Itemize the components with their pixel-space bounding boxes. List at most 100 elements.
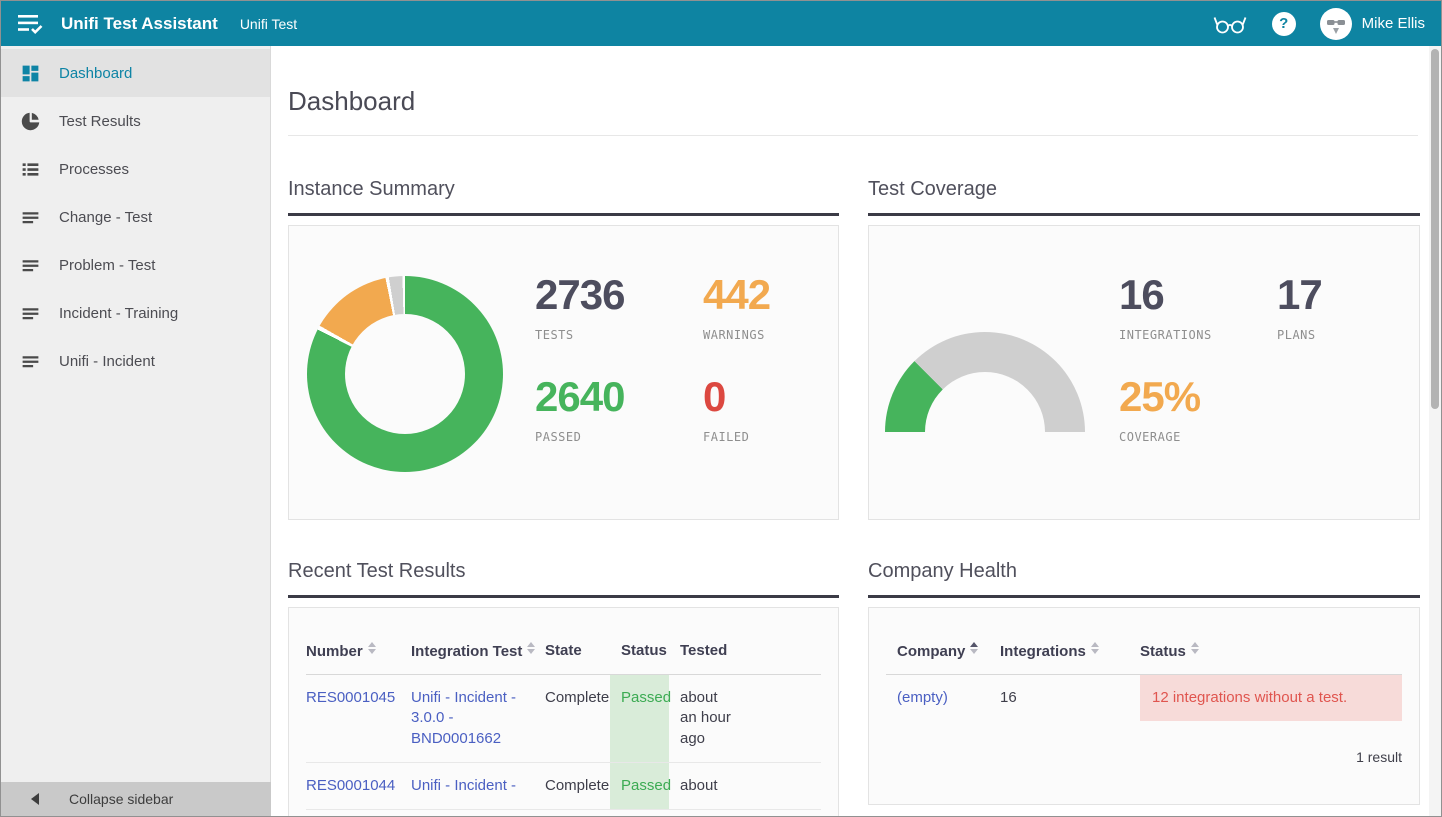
- health-status-badge: 12 integrations without a test.: [1140, 675, 1402, 722]
- sort-icon-asc: [970, 642, 978, 654]
- col-header-status[interactable]: Status: [610, 642, 669, 675]
- col-header-state[interactable]: State: [545, 642, 610, 675]
- stat-integrations: 16 INTEGRATIONS: [1119, 272, 1277, 342]
- col-header-integration-test[interactable]: Integration Test: [411, 642, 545, 675]
- table-row: (empty) 16 12 integrations without a tes…: [886, 675, 1402, 722]
- state-cell: Complete: [545, 675, 610, 763]
- stat-warnings-value: 442: [703, 272, 770, 318]
- stat-coverage-value: 25%: [1119, 374, 1277, 420]
- stat-warnings-label: WARNINGS: [703, 328, 770, 342]
- collapse-sidebar-button[interactable]: Collapse sidebar: [1, 782, 271, 816]
- col-label: Status: [621, 642, 667, 659]
- integration-test-link[interactable]: Unifi - Incident - 3.0.0 - BND0001662: [411, 689, 516, 747]
- recent-test-results-card: Number Integration Test State Status Tes…: [288, 607, 839, 816]
- stat-integrations-label: INTEGRATIONS: [1119, 328, 1277, 342]
- col-header-number[interactable]: Number: [306, 642, 411, 675]
- col-header-status[interactable]: Status: [1140, 642, 1402, 675]
- stat-plans-value: 17: [1277, 272, 1322, 318]
- collapse-arrow-icon: [31, 793, 39, 805]
- sidebar-item-label: Change - Test: [59, 209, 152, 226]
- test-coverage-section: Test Coverage 16 INTEGRATIONS 17 PLANS 2…: [868, 178, 1420, 520]
- scrollbar-thumb[interactable]: [1431, 49, 1439, 409]
- page-title: Dashboard: [288, 86, 1418, 117]
- user-name: Mike Ellis: [1362, 15, 1425, 32]
- result-number-link[interactable]: RES0001045: [306, 689, 395, 706]
- stat-warnings: 442 WARNINGS: [703, 272, 770, 342]
- list-icon: [20, 159, 41, 180]
- tests-donut-chart: [307, 276, 503, 472]
- collapse-sidebar-label: Collapse sidebar: [69, 791, 173, 807]
- coverage-gauge-chart: [885, 332, 1085, 432]
- test-coverage-card: 16 INTEGRATIONS 17 PLANS 25% COVERAGE: [868, 225, 1420, 520]
- company-health-card: Company Integrations Status (em: [868, 607, 1420, 805]
- company-health-section: Company Health Company Integrations: [868, 560, 1420, 816]
- sidebar-item-change-test[interactable]: Change - Test: [1, 193, 270, 241]
- tested-cell: about: [669, 762, 821, 809]
- recent-test-results-title: Recent Test Results: [288, 560, 839, 598]
- col-header-company[interactable]: Company: [886, 642, 1000, 675]
- sidebar-item-test-results[interactable]: Test Results: [1, 97, 270, 145]
- glasses-icon[interactable]: [1212, 11, 1248, 37]
- sidebar-item-unifi-incident[interactable]: Unifi - Incident: [1, 337, 270, 385]
- stat-failed-value: 0: [703, 374, 770, 420]
- pie-chart-icon: [20, 111, 41, 132]
- dashboard-icon: [20, 63, 41, 84]
- stat-coverage-label: COVERAGE: [1119, 430, 1277, 444]
- vertical-scrollbar[interactable]: [1429, 46, 1441, 816]
- stat-coverage: 25% COVERAGE: [1119, 374, 1277, 444]
- sidebar-item-label: Processes: [59, 161, 129, 178]
- avatar: [1320, 8, 1352, 40]
- table-row: RES0001045 Unifi - Incident - 3.0.0 - BN…: [306, 675, 821, 763]
- instance-summary-section: Instance Summary 2736 TESTS 442 WARNINGS…: [288, 178, 839, 520]
- col-header-tested[interactable]: Tested: [669, 642, 821, 675]
- test-coverage-title: Test Coverage: [868, 178, 1420, 216]
- sidebar-item-label: Problem - Test: [59, 257, 155, 274]
- result-number-link[interactable]: RES0001044: [306, 777, 395, 794]
- status-badge: Passed: [610, 762, 669, 809]
- stat-tests-label: TESTS: [535, 328, 703, 342]
- tested-cell: about an hour ago: [669, 675, 821, 763]
- stat-tests-value: 2736: [535, 272, 703, 318]
- col-label: State: [545, 642, 582, 659]
- top-bar: Unifi Test Assistant Unifi Test ? Mike E…: [1, 1, 1441, 46]
- col-label: Integrations: [1000, 643, 1086, 660]
- stat-integrations-value: 16: [1119, 272, 1277, 318]
- app-subtitle: Unifi Test: [240, 16, 297, 32]
- stat-passed: 2640 PASSED: [535, 374, 703, 444]
- table-row: RES0001044 Unifi - Incident - Complete P…: [306, 762, 821, 809]
- user-menu[interactable]: Mike Ellis: [1320, 8, 1425, 40]
- integrations-cell: 16: [1000, 675, 1140, 722]
- divider: [288, 135, 1418, 136]
- instance-summary-card: 2736 TESTS 442 WARNINGS 2640 PASSED 0 FA…: [288, 225, 839, 520]
- lines-icon: [20, 255, 41, 276]
- recent-test-results-table: Number Integration Test State Status Tes…: [306, 642, 821, 810]
- col-label: Number: [306, 643, 363, 660]
- sort-icon: [1191, 642, 1199, 654]
- sidebar-item-label: Unifi - Incident: [59, 353, 155, 370]
- sidebar-item-incident-training[interactable]: Incident - Training: [1, 289, 270, 337]
- recent-test-results-section: Recent Test Results Number Integration T…: [288, 560, 839, 816]
- sidebar-item-label: Incident - Training: [59, 305, 178, 322]
- menu-check-icon[interactable]: [17, 13, 45, 35]
- stat-plans-label: PLANS: [1277, 328, 1322, 342]
- sidebar-item-dashboard[interactable]: Dashboard: [1, 49, 270, 97]
- instance-summary-title: Instance Summary: [288, 178, 839, 216]
- stat-tests: 2736 TESTS: [535, 272, 703, 342]
- sidebar-item-problem-test[interactable]: Problem - Test: [1, 241, 270, 289]
- help-glyph: ?: [1279, 15, 1288, 32]
- sidebar-item-processes[interactable]: Processes: [1, 145, 270, 193]
- company-link[interactable]: (empty): [897, 689, 948, 706]
- company-health-title: Company Health: [868, 560, 1420, 598]
- col-label: Tested: [680, 642, 727, 659]
- stat-failed: 0 FAILED: [703, 374, 770, 444]
- sidebar: Dashboard Test Results Processes Change …: [1, 46, 271, 816]
- integration-test-link[interactable]: Unifi - Incident -: [411, 777, 516, 794]
- col-label: Company: [897, 643, 965, 660]
- stat-passed-label: PASSED: [535, 430, 703, 444]
- help-icon[interactable]: ?: [1272, 12, 1296, 36]
- main-content: Dashboard Instance Summary 2736 TESTS 44…: [272, 46, 1429, 816]
- stat-plans: 17 PLANS: [1277, 272, 1322, 342]
- col-header-integrations[interactable]: Integrations: [1000, 642, 1140, 675]
- col-label: Integration Test: [411, 643, 522, 660]
- state-cell: Complete: [545, 762, 610, 809]
